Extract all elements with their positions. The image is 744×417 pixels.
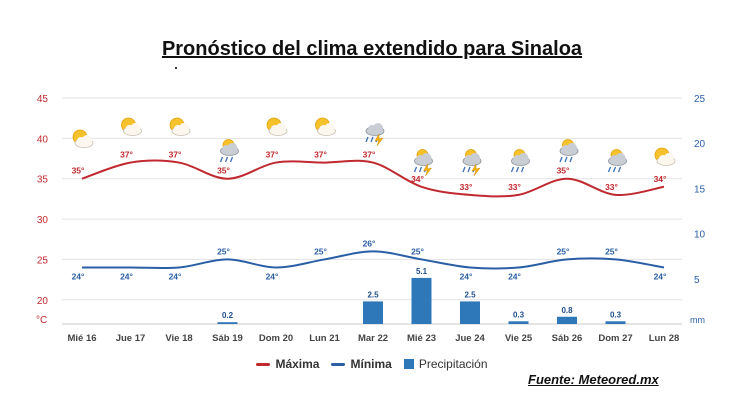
precip-bar (460, 301, 480, 324)
source-note: Fuente: Meteored.mx (528, 372, 659, 387)
min-data-label: 24° (266, 272, 279, 282)
max-data-label: 33° (460, 182, 473, 192)
legend-min: Mínima (331, 357, 392, 371)
precip-label: 5.1 (416, 267, 428, 276)
max-data-label: 34° (654, 174, 667, 184)
legend-max: Máxima (256, 357, 319, 371)
min-data-label: 24° (169, 272, 182, 282)
x-tick-label: Mié 16 (67, 333, 96, 344)
max-data-label: 37° (169, 150, 182, 160)
max-data-label: 35° (72, 166, 85, 176)
chart-title: Pronóstico del clima extendido para Sina… (161, 38, 583, 60)
max-data-label: 37° (120, 150, 133, 160)
precip-label: 0.2 (222, 311, 234, 320)
sun-cloud-icon (121, 117, 142, 136)
series-line-maxima (81, 159, 665, 198)
chart-legend: Máxima Mínima Precipitación (0, 357, 744, 371)
left-tick-label: 40 (37, 134, 49, 145)
precip-bar (363, 301, 383, 324)
left-tick-label: 35 (37, 175, 49, 186)
right-axis-unit: mm (690, 315, 705, 325)
sun-cloud-icon (654, 147, 676, 166)
right-tick-label: 15 (694, 184, 706, 195)
precip-bar (217, 322, 238, 324)
precip-label: 2.5 (367, 290, 379, 299)
legend-max-swatch (256, 362, 271, 366)
rain-storm-icon (462, 149, 482, 177)
min-data-label: 25° (314, 246, 327, 256)
x-tick-label: Mar 22 (358, 333, 388, 344)
precip-bar (605, 321, 626, 324)
rain-cloud-icon (510, 149, 530, 173)
min-data-label: 25° (217, 246, 230, 256)
precip-bar (557, 316, 577, 324)
sun-cloud-icon (72, 129, 94, 148)
max-data-label: 33° (508, 182, 521, 192)
sun-cloud-icon (266, 117, 288, 136)
sun-cloud-icon (315, 117, 336, 136)
max-data-label: 35° (557, 166, 570, 176)
left-tick-label: 20 (37, 296, 49, 307)
min-data-label: 25° (411, 246, 424, 256)
max-data-label: 37° (266, 150, 279, 160)
x-tick-label: Mié 23 (407, 333, 436, 344)
legend-precip-label: Precipitación (418, 357, 488, 371)
right-tick-label: 5 (694, 275, 700, 286)
sun-cloud-icon (169, 117, 191, 136)
right-tick-label: 10 (694, 230, 706, 241)
min-data-label: 24° (72, 272, 85, 282)
min-data-label: 24° (508, 272, 521, 282)
legend-min-swatch (331, 362, 346, 366)
x-tick-label: Jue 24 (455, 333, 485, 344)
max-data-label: 33° (605, 182, 618, 192)
precip-label: 2.5 (464, 290, 476, 299)
precip-label: 0.8 (561, 306, 573, 315)
precip-label: 0.3 (513, 310, 525, 319)
precip-bar (411, 277, 432, 324)
legend-min-label: Mínima (350, 357, 392, 371)
left-tick-label: 45 (37, 94, 49, 105)
storm-cloud-icon (365, 123, 385, 147)
x-tick-label: Lun 28 (649, 333, 680, 344)
legend-precip: Precipitación (403, 357, 488, 371)
left-tick-label: 25 (37, 255, 49, 266)
min-data-label: 25° (605, 246, 618, 256)
x-tick-label: Sáb 19 (212, 333, 243, 344)
min-data-label: 24° (654, 272, 667, 282)
right-tick-label: 25 (694, 94, 706, 105)
x-tick-label: Dom 27 (598, 333, 632, 344)
legend-max-label: Máxima (275, 357, 320, 371)
x-tick-label: Vie 25 (505, 333, 533, 344)
x-tick-label: Jue 17 (116, 333, 146, 344)
legend-precip-swatch (403, 359, 414, 369)
max-data-label: 34° (411, 174, 424, 184)
rain-cloud-icon (559, 139, 579, 163)
min-data-label: 26° (363, 238, 376, 248)
stray-dot (175, 67, 177, 69)
left-axis-unit: °C (36, 315, 47, 326)
x-tick-label: Vie 18 (165, 333, 192, 344)
max-data-label: 35° (217, 166, 230, 176)
min-data-label: 24° (460, 272, 473, 282)
min-data-label: 25° (557, 246, 570, 256)
rain-storm-icon (413, 149, 433, 177)
max-data-label: 37° (314, 150, 327, 160)
min-data-label: 24° (120, 272, 133, 282)
precip-label: 0.3 (610, 310, 622, 319)
x-tick-label: Sáb 26 (552, 333, 583, 344)
precip-bar (508, 321, 529, 324)
max-data-label: 37° (363, 150, 376, 160)
x-tick-label: Lun 21 (309, 333, 340, 344)
x-tick-label: Dom 20 (259, 333, 293, 344)
series-line-minima (82, 250, 665, 270)
rain-cloud-icon (607, 149, 627, 173)
right-tick-label: 20 (694, 139, 706, 150)
left-tick-label: 30 (37, 215, 49, 226)
rain-cloud-icon (219, 139, 239, 163)
